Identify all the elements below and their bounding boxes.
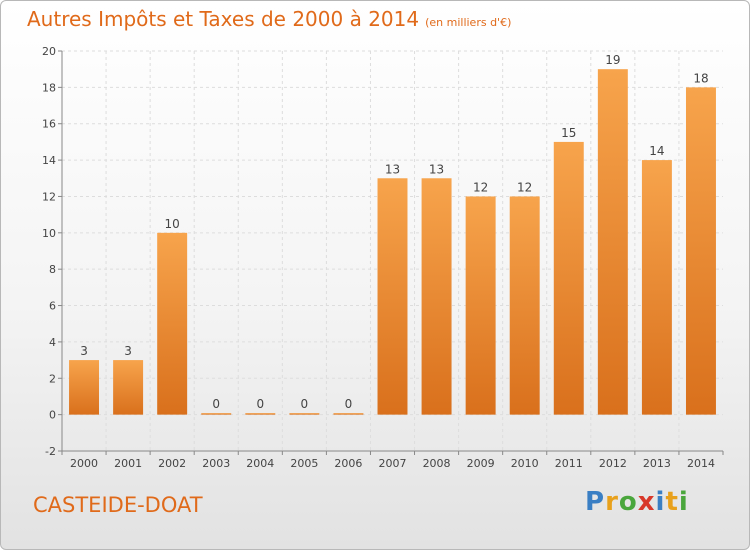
- y-tick-label: 0: [49, 409, 56, 422]
- x-tick-label: 2003: [202, 457, 230, 470]
- bar-value-label: 12: [517, 180, 532, 194]
- bar-value-label: 0: [345, 397, 353, 411]
- y-tick-label: 6: [49, 300, 56, 313]
- x-tick-label: 2010: [511, 457, 539, 470]
- y-tick-label: 18: [42, 81, 56, 94]
- place-name: CASTEIDE-DOAT: [33, 493, 203, 517]
- bar-value-label: 13: [385, 162, 400, 176]
- x-tick-label: 2000: [70, 457, 98, 470]
- x-tick-label: 2009: [467, 457, 495, 470]
- x-tick-label: 2013: [643, 457, 671, 470]
- y-tick-label: 4: [49, 336, 56, 349]
- bar-value-label: 3: [80, 344, 88, 358]
- chart-subtitle: (en milliers d'€): [425, 16, 512, 29]
- bar: [421, 178, 452, 415]
- bars: [69, 69, 716, 415]
- bar-value-label: 18: [693, 71, 708, 85]
- bar-value-label: 0: [256, 397, 264, 411]
- x-tick-label: 2002: [158, 457, 186, 470]
- logo-letter: r: [605, 487, 619, 517]
- x-tick-label: 2008: [423, 457, 451, 470]
- logo-letter: t: [665, 487, 679, 517]
- bar-value-label: 12: [473, 180, 488, 194]
- x-tick-label: 2007: [379, 457, 407, 470]
- logo-letter: P: [585, 487, 606, 517]
- bar: [509, 196, 540, 415]
- bar-value-label: 10: [165, 217, 180, 231]
- bar: [289, 413, 320, 415]
- bar-value-label: 0: [212, 397, 220, 411]
- bar: [685, 87, 716, 415]
- logo-letter: o: [618, 487, 638, 517]
- y-tick-label: 12: [42, 190, 56, 203]
- data-labels: 3 3 10 0 0 0 0 13 13 12 12 15 19 14 18: [80, 53, 708, 411]
- chart-title: Autres Impôts et Taxes de 2000 à 2014 (en…: [27, 7, 511, 31]
- bar: [157, 232, 188, 415]
- x-tick-label: 2011: [555, 457, 583, 470]
- bar: [113, 360, 144, 415]
- x-tick-label: 2005: [290, 457, 318, 470]
- x-tick-label: 2012: [599, 457, 627, 470]
- y-tick-label: 20: [42, 45, 56, 58]
- y-tick-label: 16: [42, 118, 56, 131]
- chart-title-text: Autres Impôts et Taxes de 2000 à 2014: [27, 7, 420, 31]
- y-tick-label: 2: [49, 372, 56, 385]
- y-tick-label: 10: [42, 227, 56, 240]
- y-tick-label: -2: [45, 445, 56, 458]
- bar: [245, 413, 276, 415]
- logo-letter: i: [678, 487, 689, 517]
- axes: -2 0 2 4 6 8 10 12 14 16 18 20 2000 2001 2002 2003 2004 2…: [42, 45, 724, 470]
- y-tick-label: 14: [42, 154, 56, 167]
- bar-value-label: 14: [649, 144, 664, 158]
- bar-value-label: 19: [605, 53, 620, 67]
- x-tick-label: 2006: [334, 457, 362, 470]
- bar: [553, 141, 584, 415]
- x-tick-label: 2014: [687, 457, 715, 470]
- logo-letter: i: [655, 487, 666, 517]
- y-tick-label: 8: [49, 263, 56, 276]
- bar-value-label: 13: [429, 162, 444, 176]
- x-tick-label: 2004: [246, 457, 274, 470]
- bar-value-label: 15: [561, 126, 576, 140]
- logo-letter: x: [637, 487, 656, 517]
- x-tick-label: 2001: [114, 457, 142, 470]
- bar-value-label: 0: [301, 397, 309, 411]
- bar: [201, 413, 232, 415]
- bar: [377, 178, 408, 415]
- bar: [597, 69, 628, 415]
- bar-value-label: 3: [124, 344, 132, 358]
- bar: [465, 196, 496, 415]
- bar: [641, 160, 672, 415]
- bar: [69, 360, 100, 415]
- proxiti-logo[interactable]: Proxiti: [585, 487, 689, 517]
- bar: [333, 413, 364, 415]
